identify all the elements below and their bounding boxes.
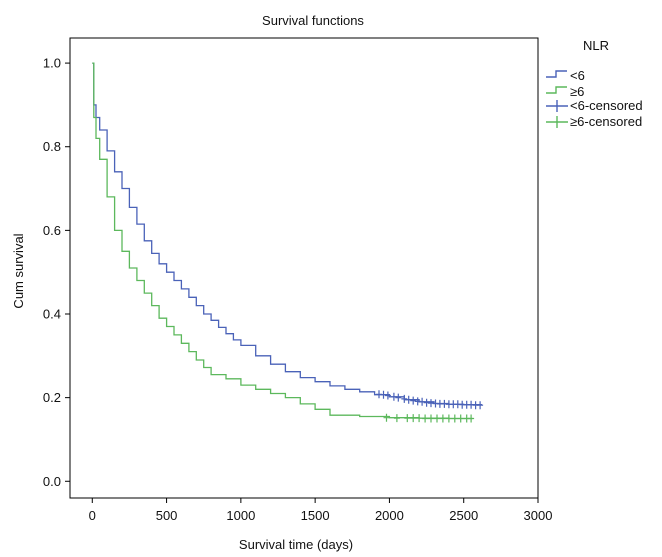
legend-swatch-lt6-censored [546, 100, 568, 112]
x-axis-title: Survival time (days) [239, 537, 353, 552]
x-tick-label: 3000 [524, 508, 553, 523]
censor-mark-ge6 [428, 414, 434, 423]
legend-title: NLR [583, 38, 609, 53]
legend-label-lt6-censored: <6-censored [570, 98, 643, 113]
legend-swatch-ge6-censored [546, 116, 568, 128]
censor-mark-lt6 [477, 401, 484, 410]
censor-mark-ge6 [439, 414, 446, 423]
censor-mark-lt6 [419, 397, 426, 406]
legend: NLR <6 ≥6 <6-censored ≥6-censored [546, 38, 643, 129]
legend-swatch-ge6 [546, 86, 567, 94]
censor-mark-ge6 [457, 414, 464, 423]
censor-mark-ge6 [434, 414, 440, 423]
x-tick-label: 1500 [301, 508, 330, 523]
censor-mark-lt6 [395, 393, 402, 402]
censor-marks-ge6 [383, 413, 475, 423]
censor-mark-ge6 [383, 413, 390, 422]
censor-mark-ge6 [451, 414, 458, 423]
censor-marks-lt6 [376, 390, 484, 410]
y-tick-label: 0.0 [43, 474, 61, 489]
y-tick-label: 0.2 [43, 390, 61, 405]
censor-mark-ge6 [410, 414, 417, 423]
censor-mark-ge6 [404, 414, 411, 423]
legend-swatch-lt6 [546, 70, 567, 78]
y-tick-label: 1.0 [43, 56, 61, 71]
censor-mark-ge6 [393, 414, 400, 423]
x-tick-label: 2500 [449, 508, 478, 523]
y-axis-title: Cum survival [11, 233, 26, 308]
x-tick-label: 2000 [375, 508, 404, 523]
censor-mark-lt6 [384, 391, 391, 400]
censor-mark-ge6 [416, 414, 423, 423]
x-tick-label: 1000 [226, 508, 255, 523]
censor-mark-lt6 [401, 394, 408, 403]
censor-mark-lt6 [405, 395, 412, 404]
x-tick-label: 0 [89, 508, 96, 523]
censor-mark-ge6 [468, 414, 475, 423]
censor-mark-lt6 [380, 390, 387, 399]
legend-label-ge6: ≥6 [570, 84, 584, 99]
series-line-lt6 [92, 62, 483, 406]
y-tick-label: 0.4 [43, 307, 61, 322]
x-axis: 0 500 1000 1500 2000 2500 3000 [89, 498, 553, 523]
y-tick-label: 0.8 [43, 139, 61, 154]
legend-label-ge6-censored: ≥6-censored [570, 114, 642, 129]
series-layer [92, 62, 484, 423]
x-tick-label: 500 [156, 508, 178, 523]
plot-frame [69, 37, 539, 499]
y-axis: 0.0 0.2 0.4 0.6 0.8 1.0 [43, 56, 70, 489]
censor-mark-lt6 [410, 396, 417, 405]
censor-mark-ge6 [445, 414, 452, 423]
y-tick-label: 0.6 [43, 223, 61, 238]
censor-mark-ge6 [422, 414, 429, 423]
series-line-ge6 [92, 62, 473, 420]
chart-title: Survival functions [262, 13, 364, 28]
legend-label-lt6: <6 [570, 68, 585, 83]
censor-mark-lt6 [390, 392, 397, 401]
